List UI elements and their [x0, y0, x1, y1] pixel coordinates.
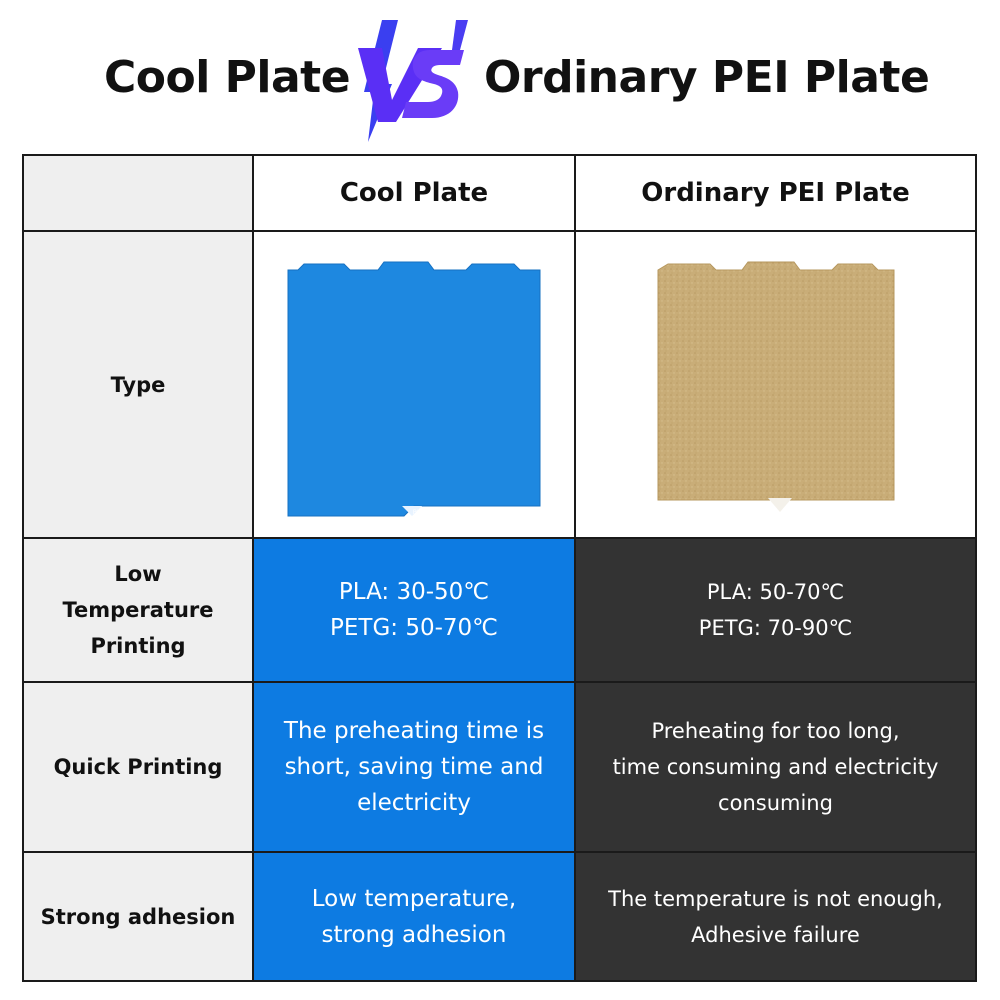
pei-plate-image-cell — [576, 232, 975, 537]
divider — [24, 681, 975, 683]
pei-plate-title: Ordinary PEI Plate — [484, 52, 930, 103]
corner-cell — [24, 156, 252, 230]
row-label-strong-adhesion: Strong adhesion — [24, 853, 252, 980]
cool-plate-image-cell: PLA 30-50℃ PETG 50-70℃ Cool Plate — [254, 232, 574, 537]
divider — [24, 851, 975, 853]
cool-low-temperature-value: PLA: 30-50℃ PETG: 50-70℃ — [254, 539, 574, 681]
pei-low-temperature-value: PLA: 50-70℃ PETG: 70-90℃ — [576, 539, 975, 681]
row-label-quick-printing: Quick Printing — [24, 683, 252, 851]
column-header-cool-plate: Cool Plate — [339, 178, 489, 208]
pei-strong-adhesion-value: The temperature is not enough, Adhesive … — [576, 853, 975, 980]
divider — [24, 537, 975, 539]
cool-plate-image: PLA 30-50℃ PETG 50-70℃ Cool Plate — [287, 261, 541, 516]
row-label-type: Type — [24, 232, 252, 537]
comparison-table: Cool Plate Ordinary PEI Plate Type PLA 3… — [22, 154, 977, 982]
divider — [574, 156, 576, 980]
row-label-low-temperature: Low Temperature Printing — [24, 539, 252, 681]
column-header-pei-plate: Ordinary PEI Plate — [641, 178, 910, 208]
cool-strong-adhesion-value: Low temperature, strong adhesion — [254, 853, 574, 980]
header: Cool Plate Ordinary PEI Plate — [0, 0, 1000, 150]
vs-logo — [358, 20, 468, 142]
cool-plate-title: Cool Plate — [104, 52, 351, 103]
pei-quick-printing-value: Preheating for too long, time consuming … — [576, 683, 975, 851]
divider — [24, 230, 975, 232]
pei-plate-image — [657, 261, 894, 512]
cool-quick-printing-value: The preheating time is short, saving tim… — [254, 683, 574, 851]
cool-plate-print-label: PLA 30-50℃ PETG 50-70℃ Cool Plate — [413, 508, 535, 516]
divider — [252, 156, 254, 980]
